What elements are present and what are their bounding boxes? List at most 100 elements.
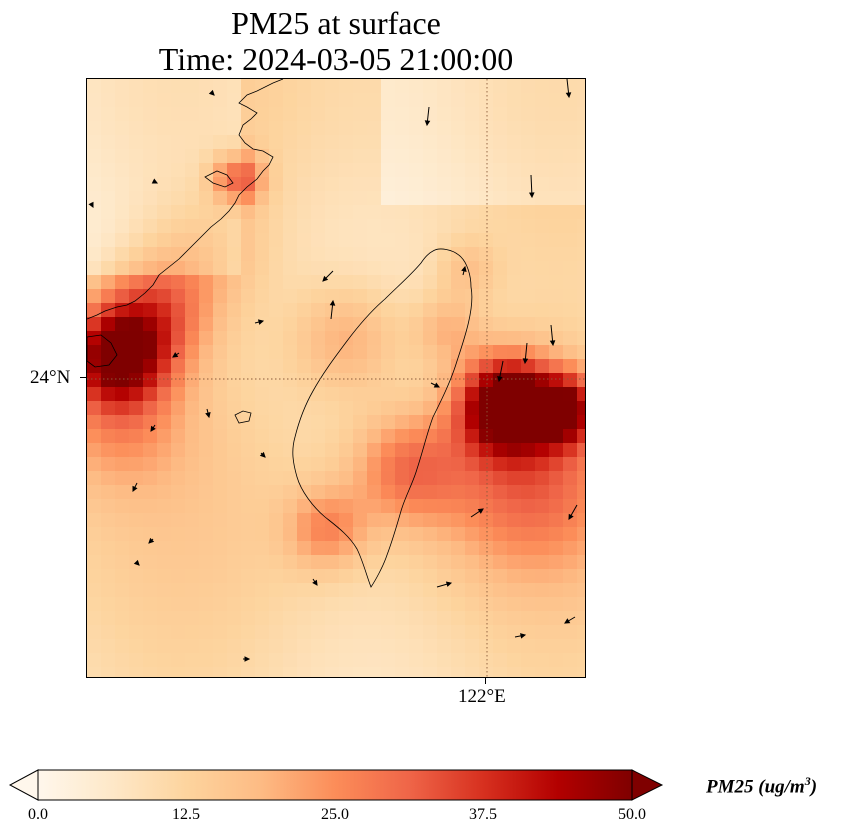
pm25-grid-cell — [171, 415, 186, 430]
pm25-grid-cell — [87, 415, 102, 430]
pm25-grid-cell — [143, 331, 158, 346]
pm25-grid-cell — [115, 163, 130, 178]
pm25-map-panel — [86, 78, 586, 678]
pm25-grid-cell — [129, 149, 144, 164]
pm25-grid-cell — [255, 429, 270, 444]
pm25-grid-cell — [199, 191, 214, 206]
pm25-grid-cell — [423, 443, 438, 458]
pm25-grid-cell — [171, 485, 186, 500]
pm25-grid-cell — [199, 275, 214, 290]
pm25-grid-cell — [311, 345, 326, 360]
pm25-grid-cell — [409, 415, 424, 430]
pm25-grid-cell — [129, 331, 144, 346]
pm25-grid-cell — [185, 373, 200, 388]
pm25-grid-cell — [101, 121, 116, 136]
pm25-grid-cell — [311, 261, 326, 276]
pm25-grid-cell — [297, 597, 312, 612]
pm25-grid-cell — [297, 555, 312, 570]
pm25-grid-cell — [171, 107, 186, 122]
pm25-grid-cell — [297, 513, 312, 528]
wind-arrow-head — [88, 201, 94, 208]
colorbar-extend-max — [631, 769, 664, 801]
pm25-grid-cell — [171, 513, 186, 528]
pm25-grid-cell — [129, 107, 144, 122]
pm25-grid-cell — [311, 317, 326, 332]
pm25-grid-cell — [535, 135, 550, 150]
pm25-grid-cell — [339, 639, 354, 654]
pm25-grid-cell — [143, 289, 158, 304]
pm25-grid-cell — [269, 121, 284, 136]
pm25-grid-cell — [185, 527, 200, 542]
pm25-grid-cell — [199, 303, 214, 318]
pm25-grid-cell — [521, 247, 536, 262]
pm25-grid-cell — [115, 289, 130, 304]
pm25-grid-cell — [283, 583, 298, 598]
pm25-grid-cell — [381, 457, 396, 472]
pm25-grid-cell — [157, 583, 172, 598]
pm25-grid-cell — [549, 527, 564, 542]
pm25-grid-cell — [451, 541, 466, 556]
pm25-grid-cell — [577, 415, 585, 430]
pm25-grid-cell — [199, 499, 214, 514]
pm25-grid-cell — [269, 247, 284, 262]
pm25-grid-cell — [451, 177, 466, 192]
pm25-grid-cell — [479, 401, 494, 416]
pm25-grid-cell — [353, 499, 368, 514]
pm25-grid-cell — [479, 289, 494, 304]
pm25-grid-cell — [199, 387, 214, 402]
pm25-grid-cell — [465, 499, 480, 514]
pm25-grid-cell — [87, 317, 102, 332]
pm25-grid-cell — [577, 135, 585, 150]
pm25-grid-cell — [297, 205, 312, 220]
pm25-grid-cell — [535, 401, 550, 416]
pm25-grid-cell — [199, 345, 214, 360]
pm25-grid-cell — [199, 233, 214, 248]
pm25-grid-cell — [269, 415, 284, 430]
pm25-grid-cell — [465, 163, 480, 178]
pm25-grid-cell — [437, 331, 452, 346]
pm25-grid-cell — [213, 107, 228, 122]
pm25-grid-cell — [479, 471, 494, 486]
pm25-grid-cell — [311, 667, 326, 677]
pm25-grid-cell — [479, 135, 494, 150]
pm25-grid-cell — [479, 597, 494, 612]
pm25-grid-cell — [129, 457, 144, 472]
pm25-grid-cell — [157, 457, 172, 472]
pm25-grid-cell — [549, 555, 564, 570]
pm25-grid-cell — [577, 247, 585, 262]
pm25-grid-cell — [199, 219, 214, 234]
pm25-grid-cell — [437, 541, 452, 556]
pm25-grid-cell — [255, 471, 270, 486]
pm25-grid-cell — [381, 429, 396, 444]
pm25-grid-cell — [465, 611, 480, 626]
pm25-grid-cell — [409, 527, 424, 542]
pm25-grid-cell — [143, 625, 158, 640]
pm25-grid-cell — [353, 639, 368, 654]
pm25-grid-cell — [535, 667, 550, 677]
pm25-grid-cell — [451, 513, 466, 528]
pm25-grid-cell — [353, 457, 368, 472]
pm25-grid-cell — [143, 163, 158, 178]
pm25-grid-cell — [185, 261, 200, 276]
pm25-grid-cell — [353, 135, 368, 150]
pm25-grid-cell — [115, 499, 130, 514]
pm25-grid-cell — [395, 429, 410, 444]
pm25-grid-cell — [157, 667, 172, 677]
pm25-grid-cell — [101, 667, 116, 677]
pm25-grid-cell — [465, 93, 480, 108]
pm25-grid-cell — [297, 527, 312, 542]
graticule-layer — [87, 79, 585, 677]
pm25-grid-cell — [255, 513, 270, 528]
pm25-grid-cell — [563, 79, 578, 94]
pm25-grid-cell — [101, 639, 116, 654]
pm25-grid-cell — [269, 401, 284, 416]
wind-arrow-head — [259, 451, 266, 458]
pm25-concentration-field — [87, 79, 585, 677]
pm25-grid-cell — [339, 513, 354, 528]
pm25-grid-cell — [367, 275, 382, 290]
pm25-grid-cell — [465, 177, 480, 192]
pm25-grid-cell — [87, 121, 102, 136]
pm25-grid-cell — [143, 611, 158, 626]
pm25-grid-cell — [577, 345, 585, 360]
pm25-grid-cell — [367, 107, 382, 122]
